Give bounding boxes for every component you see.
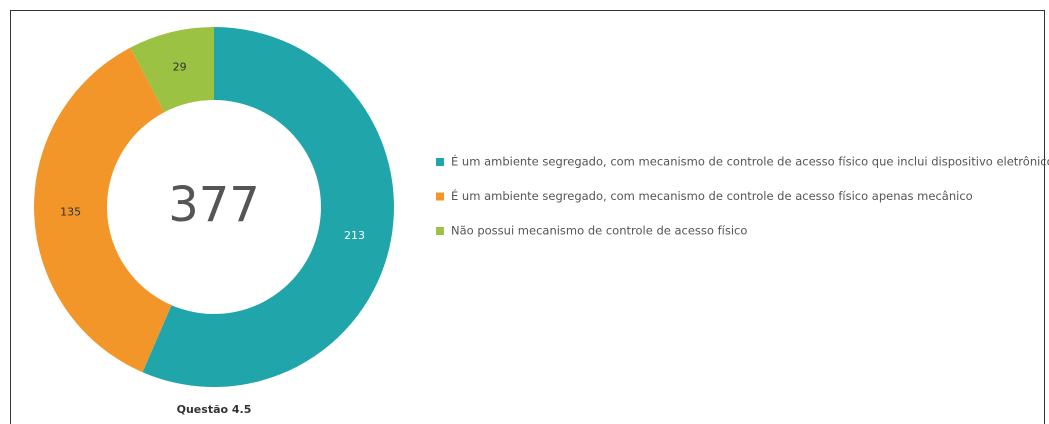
donut-slice — [142, 27, 395, 387]
legend-label: Não possui mecanismo de controle de aces… — [451, 224, 747, 238]
donut-slice — [130, 27, 214, 113]
donut-slice — [34, 47, 172, 373]
chart-title: Questão 4.5 — [177, 403, 252, 416]
slice-label: 213 — [344, 229, 365, 242]
legend-label: É um ambiente segregado, com mecanismo d… — [451, 188, 973, 203]
slice-label: 135 — [60, 205, 81, 218]
frame — [10, 10, 1045, 424]
legend-swatch — [436, 192, 444, 201]
legend-swatch — [436, 227, 444, 235]
donut-total: 377 — [168, 177, 260, 233]
legend-label: É um ambiente segregado, com mecanismo d… — [451, 154, 1049, 169]
slice-label: 29 — [173, 61, 187, 74]
legend-swatch — [436, 158, 444, 166]
